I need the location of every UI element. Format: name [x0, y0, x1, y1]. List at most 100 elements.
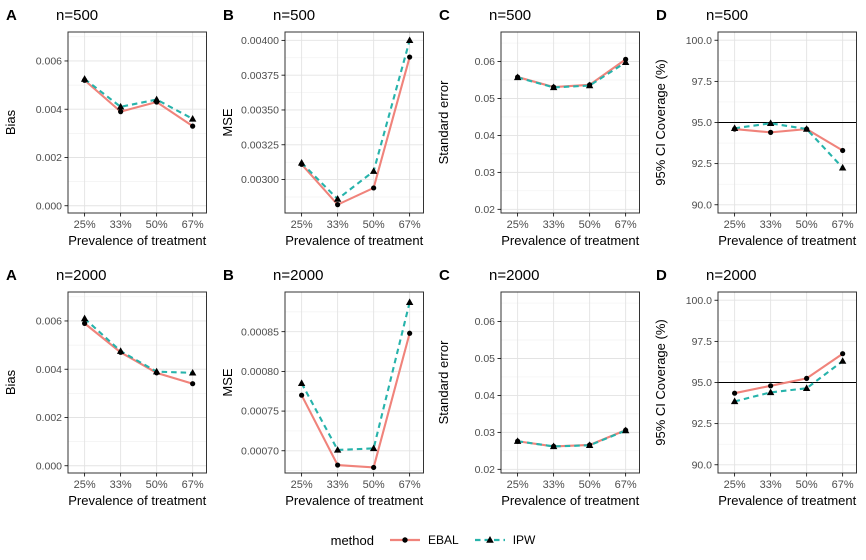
panel-title: n=2000	[273, 267, 323, 284]
data-point-ebal	[118, 109, 124, 115]
legend-title: method	[330, 532, 374, 548]
y-tick-label: 0.000	[36, 200, 62, 212]
x-tick-label: 50%	[362, 219, 384, 231]
y-tick-label: 90.0	[691, 199, 712, 211]
y-tick-label: 90.0	[691, 459, 712, 471]
y-tick-label: 100.0	[685, 35, 711, 47]
data-point-ebal	[767, 383, 773, 389]
panel-background	[68, 32, 207, 213]
x-tick-label: 33%	[110, 219, 132, 231]
x-tick-label: 33%	[326, 479, 348, 491]
ebal-key-icon	[390, 537, 420, 543]
series-line-ipw	[83, 317, 193, 374]
x-axis-title: Prevalence of treatment	[68, 493, 206, 508]
x-tick-label: 25%	[290, 479, 312, 491]
panel-background	[501, 32, 640, 213]
y-tick-label: 0.04	[475, 130, 496, 142]
y-axis-title: Standard error	[436, 80, 451, 164]
panel-svg: 0.000 0.002 0.004 0.006 25% 33% 50% 67% Prevalen…	[3, 267, 207, 508]
series-line-ipw	[83, 78, 194, 120]
data-point-ipw	[838, 357, 846, 364]
series-line-ebal	[517, 58, 627, 89]
panel-label: C	[439, 7, 450, 24]
y-tick-label: 0.004	[36, 364, 62, 376]
data-point-ipw	[152, 95, 161, 103]
series-line-ebal	[300, 333, 411, 469]
data-point-ipw	[513, 73, 522, 81]
y-tick-label: 0.00085	[241, 326, 279, 338]
y-tick-label: 0.00350	[241, 105, 279, 117]
panel-border	[500, 291, 640, 474]
data-point-ipw	[333, 195, 341, 202]
panel-label: D	[656, 267, 667, 284]
panel-title: n=2000	[489, 267, 539, 284]
y-tick-label: 0.000	[36, 460, 62, 472]
data-point-ipw	[730, 124, 738, 131]
panel-svg: 0.00300 0.00325 0.00350 0.00375 0.00400 25% 33…	[220, 7, 424, 248]
panel-label: C	[439, 267, 450, 284]
y-tick-label: 0.006	[36, 316, 62, 328]
x-tick-label: 67%	[182, 219, 204, 231]
data-point-ipw	[585, 81, 594, 89]
y-tick-label: 97.5	[691, 76, 712, 88]
panel-border	[500, 31, 640, 214]
y-axis-title: Standard error	[436, 340, 451, 424]
panel-svg: 90.0 92.5 95.0 97.5 100.0 25% 33% 50% 67% Prevale…	[653, 267, 857, 508]
y-tick-label: 0.00070	[241, 445, 279, 457]
data-point-ebal	[334, 202, 340, 208]
y-tick-label: 95.0	[691, 377, 712, 389]
y-tick-label: 100.0	[685, 295, 711, 307]
panel-title: n=2000	[56, 267, 106, 284]
panel-label: A	[6, 267, 17, 284]
data-point-ipw	[621, 426, 630, 434]
data-point-ipw	[152, 367, 161, 375]
panel-label: B	[223, 7, 234, 24]
x-axis-title: Prevalence of treatment	[285, 493, 423, 508]
chart-panel-B-n2000: 0.00070 0.00075 0.00080 0.00085 25% 33% 50% 67%…	[217, 260, 434, 520]
y-axis-title: MSE	[220, 108, 235, 137]
data-point-ebal	[190, 381, 196, 387]
y-tick-label: 0.00300	[241, 174, 279, 186]
series-line-ipw	[733, 360, 843, 403]
x-axis-title: Prevalence of treatment	[501, 493, 639, 508]
data-point-ipw	[513, 437, 522, 444]
y-tick-label: 0.02	[475, 464, 496, 476]
data-point-ipw	[766, 388, 774, 396]
data-point-ebal	[190, 123, 196, 129]
ipw-key-icon	[474, 536, 505, 543]
data-point-ebal	[839, 351, 845, 357]
x-tick-label: 67%	[182, 479, 204, 491]
panel-background	[68, 292, 207, 473]
data-point-ipw	[297, 379, 305, 386]
y-tick-label: 0.006	[36, 56, 62, 68]
data-point-ipw	[116, 347, 125, 354]
data-point-ipw	[369, 444, 377, 452]
x-tick-label: 33%	[759, 219, 781, 231]
x-tick-label: 50%	[795, 479, 817, 491]
y-tick-label: 0.004	[36, 104, 62, 116]
data-point-ebal	[767, 129, 773, 135]
panel-label: D	[656, 7, 667, 24]
x-tick-label: 50%	[362, 479, 384, 491]
data-point-ebal	[803, 375, 809, 381]
x-tick-label: 25%	[74, 219, 96, 231]
x-tick-label: 50%	[579, 479, 601, 491]
x-tick-label: 67%	[615, 219, 637, 231]
x-tick-label: 33%	[543, 219, 565, 231]
data-point-ipw	[766, 119, 774, 127]
y-tick-label: 0.002	[36, 412, 62, 424]
x-axis-title: Prevalence of treatment	[501, 233, 639, 248]
y-axis-title: 95% CI Coverage (%)	[653, 59, 668, 185]
y-tick-label: 0.03	[475, 427, 496, 439]
data-point-ipw	[369, 167, 377, 174]
data-point-ipw	[802, 384, 810, 391]
x-tick-label: 33%	[543, 479, 565, 491]
legend-entry-ebal: EBAL	[388, 533, 459, 547]
x-tick-label: 25%	[507, 219, 529, 231]
y-tick-label: 0.05	[475, 93, 496, 105]
x-axis-title: Prevalence of treatment	[68, 233, 206, 248]
panel-border	[284, 291, 424, 474]
panel-svg: 0.00070 0.00075 0.00080 0.00085 25% 33% 50% 67%…	[220, 267, 424, 508]
y-tick-label: 92.5	[691, 158, 712, 170]
